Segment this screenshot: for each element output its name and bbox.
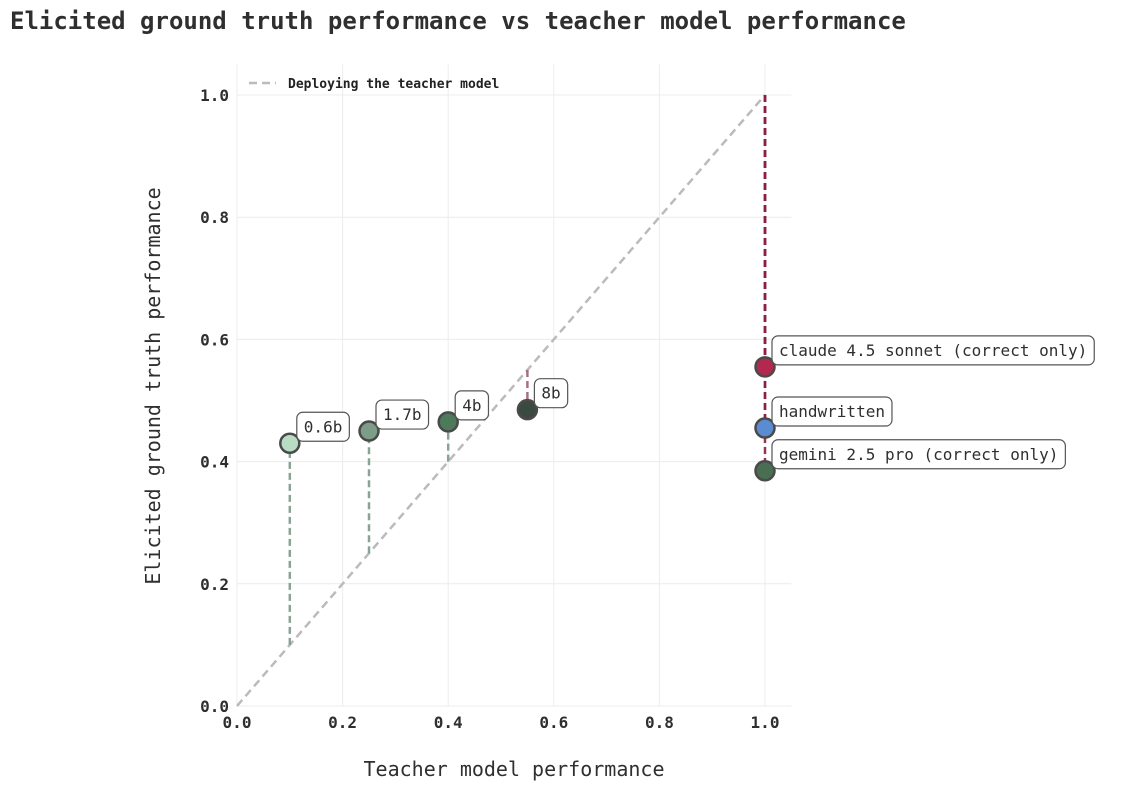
point-layer bbox=[279, 356, 776, 482]
x-axis-label: Teacher model performance bbox=[363, 757, 664, 781]
point-label-box bbox=[375, 399, 430, 430]
point-label: claude 4.5 sonnet (correct only) bbox=[771, 335, 1095, 366]
point-label-text: handwritten bbox=[779, 402, 885, 421]
legend-label: Deploying the teacher model bbox=[288, 77, 499, 92]
reference-line-layer bbox=[236, 94, 766, 707]
point-label: 1.7b bbox=[375, 399, 430, 430]
chart-title: Elicited ground truth performance vs tea… bbox=[10, 7, 906, 35]
data-point bbox=[754, 356, 776, 378]
point-label-box bbox=[771, 439, 1066, 470]
point-label: 4b bbox=[454, 390, 490, 421]
y-tick-label: 0.4 bbox=[200, 453, 229, 472]
tick-labels: 0.0 0.2 0.4 0.6 0.8 1.0 0.0 0.2 0.4 0.6 0.8 1.0 bbox=[200, 86, 779, 732]
x-tick-label: 0.0 bbox=[223, 713, 252, 732]
point-label-text: claude 4.5 sonnet (correct only) bbox=[779, 341, 1087, 360]
point-label-box bbox=[771, 396, 893, 427]
data-point bbox=[437, 411, 459, 433]
point-label: gemini 2.5 pro (correct only) bbox=[771, 439, 1066, 470]
x-tick-label: 0.6 bbox=[539, 713, 568, 732]
reference-diagonal-line bbox=[236, 94, 766, 707]
data-point bbox=[516, 398, 539, 421]
x-tick-label: 0.4 bbox=[434, 713, 463, 732]
point-label-box bbox=[296, 411, 350, 442]
data-point bbox=[754, 417, 776, 439]
point-label-text: 4b bbox=[462, 396, 481, 415]
point-label: handwritten bbox=[771, 396, 893, 427]
point-label: 0.6b bbox=[296, 411, 350, 442]
x-tick-label: 0.8 bbox=[645, 713, 674, 732]
point-label-text: 1.7b bbox=[383, 405, 422, 424]
legend: Deploying the teacher model bbox=[249, 77, 499, 92]
point-label-text: gemini 2.5 pro (correct only) bbox=[779, 445, 1058, 464]
point-label-text: 0.6b bbox=[304, 417, 343, 436]
data-point bbox=[754, 460, 776, 482]
data-point bbox=[279, 432, 301, 455]
y-axis-label: Elicited ground truth performance bbox=[141, 187, 165, 584]
y-tick-label: 0.0 bbox=[200, 697, 229, 716]
y-tick-label: 0.8 bbox=[200, 208, 229, 227]
point-label-layer: 0.6b 1.7b 4b 8b claude 4.5 sonnet (correct o… bbox=[296, 335, 1095, 470]
point-label: 8b bbox=[533, 378, 569, 409]
data-point bbox=[358, 420, 380, 442]
x-tick-label: 1.0 bbox=[751, 713, 780, 732]
y-tick-label: 0.6 bbox=[200, 330, 229, 349]
point-label-box bbox=[533, 378, 569, 409]
point-label-text: 8b bbox=[541, 384, 560, 403]
point-label-box bbox=[454, 390, 490, 421]
x-tick-label: 0.2 bbox=[328, 713, 357, 732]
point-label-box bbox=[771, 335, 1095, 366]
y-tick-label: 1.0 bbox=[200, 86, 229, 105]
y-tick-label: 0.2 bbox=[200, 575, 229, 594]
